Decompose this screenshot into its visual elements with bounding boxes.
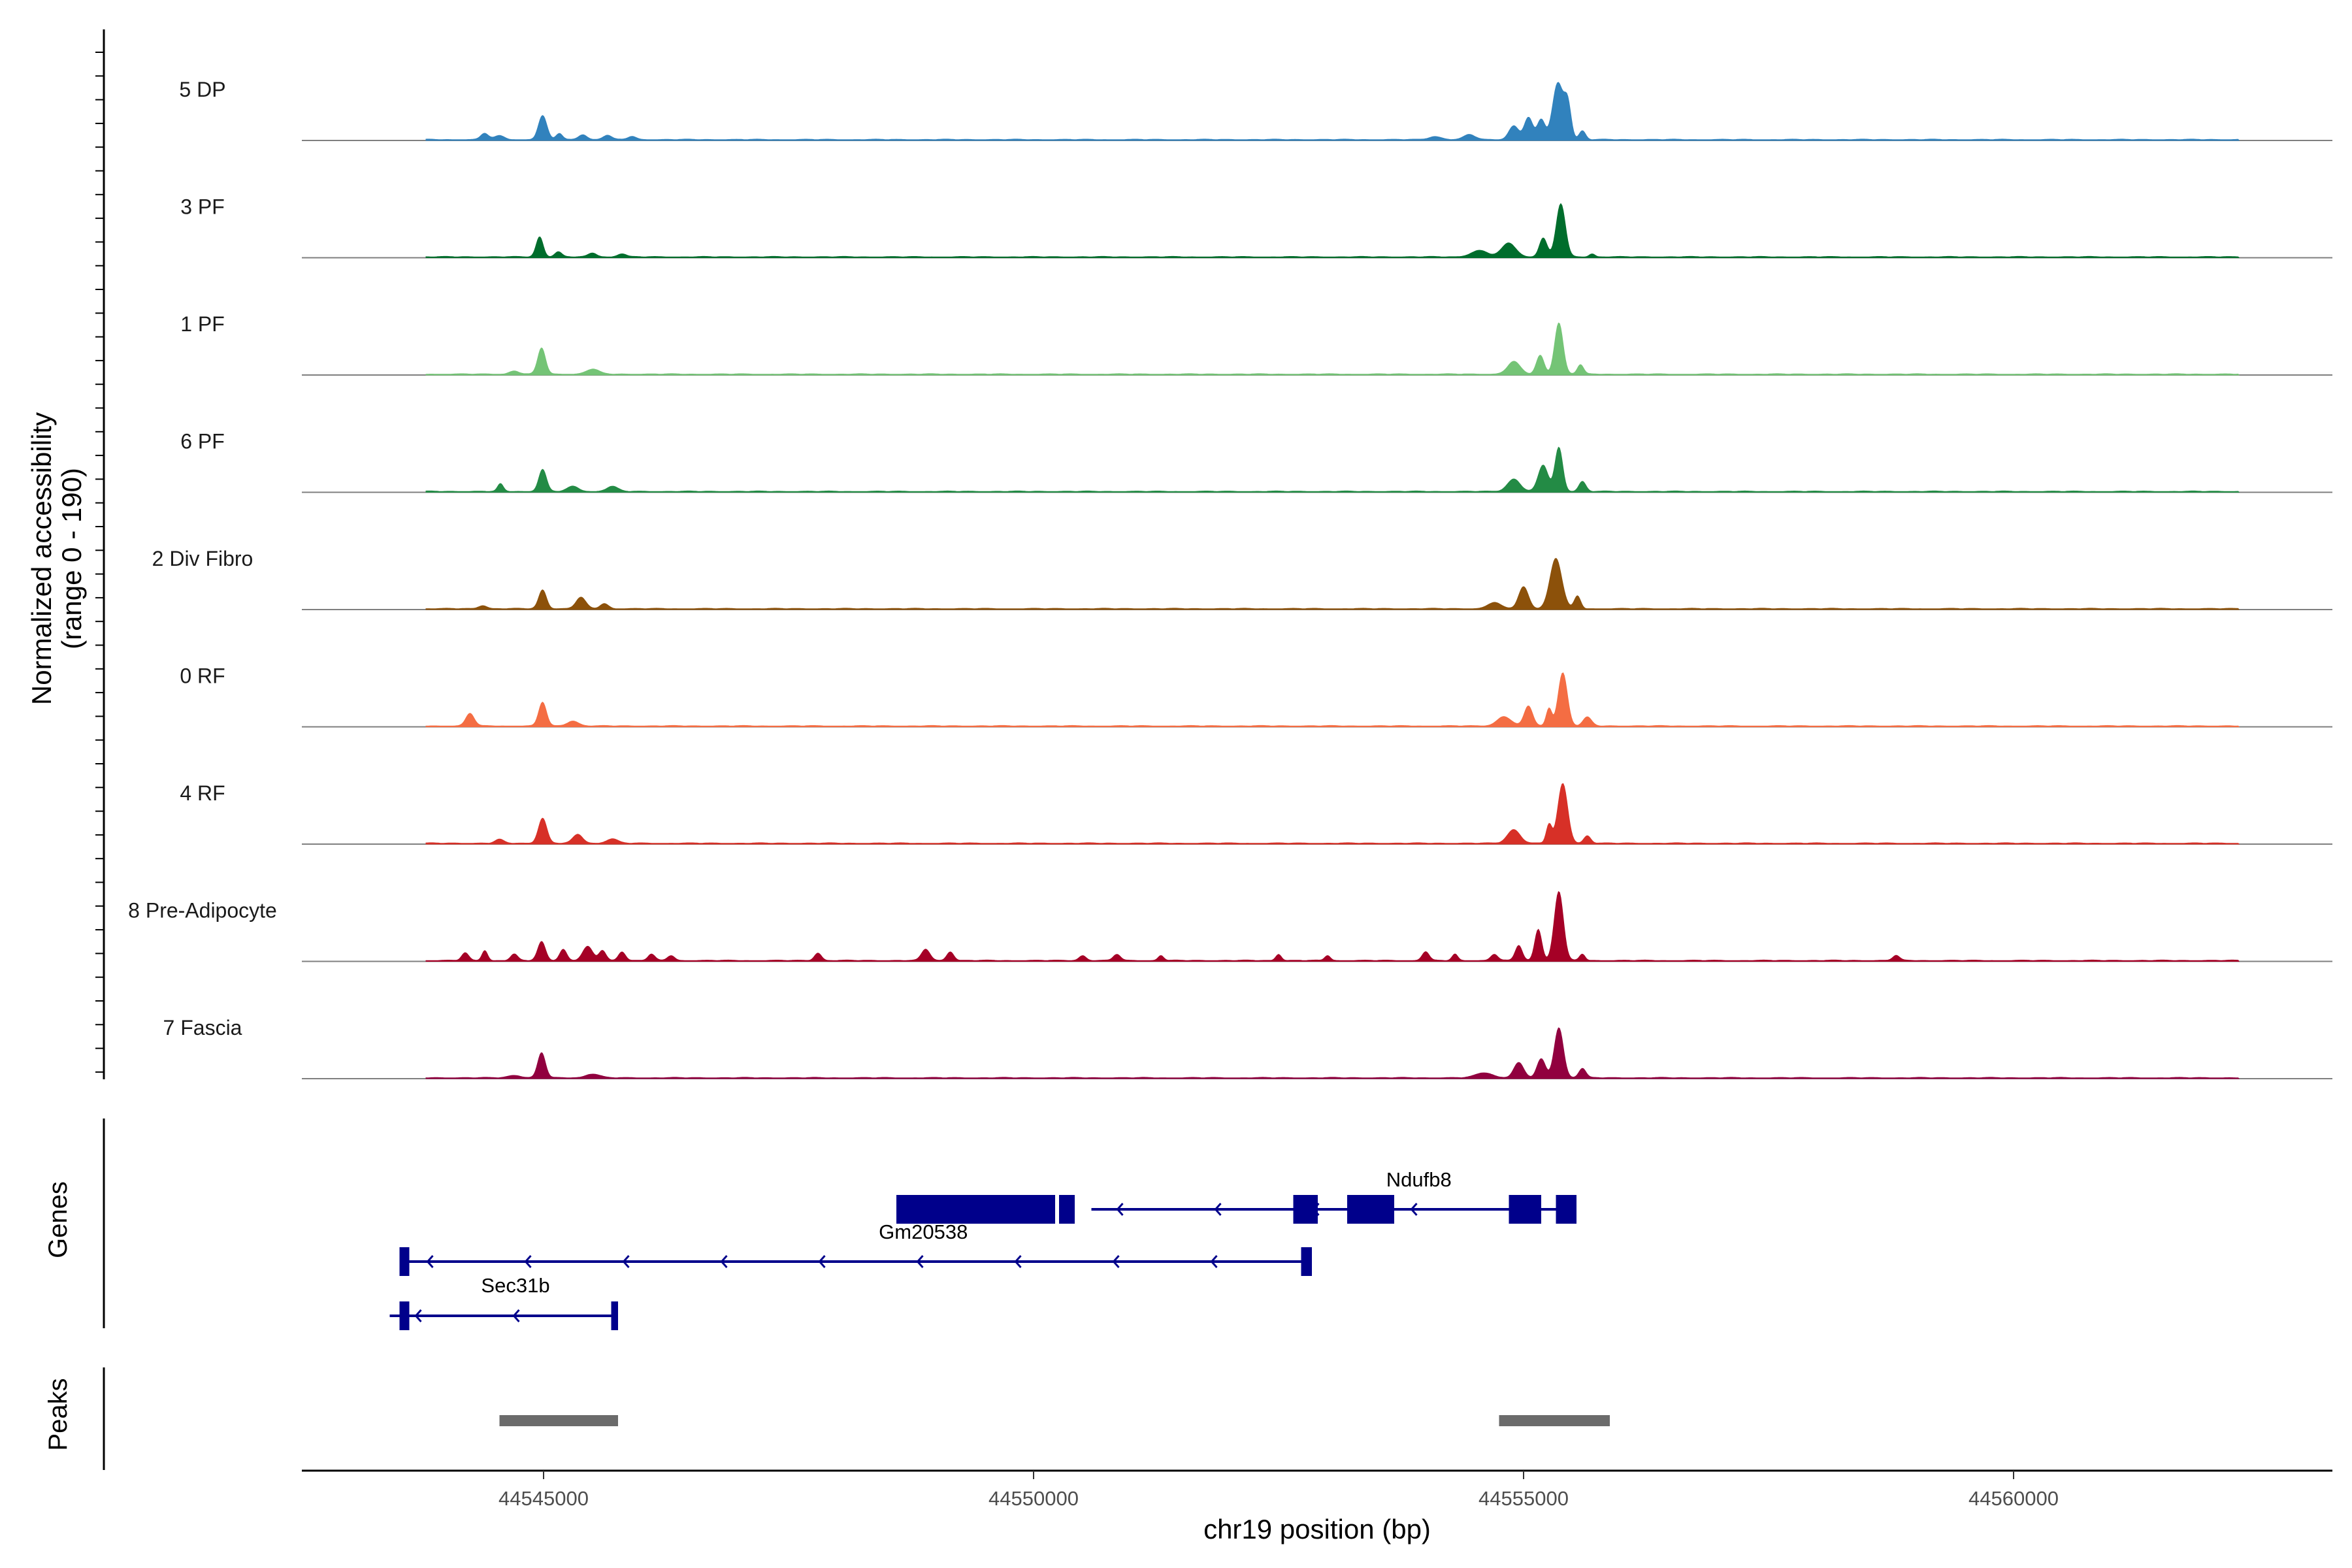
track-3-pf: 3 PF — [180, 195, 2332, 259]
strand-arrow — [1014, 1255, 1022, 1268]
strand-arrow — [1410, 1203, 1418, 1216]
track-label: 8 Pre-Adipocyte — [128, 899, 277, 923]
strand-arrow — [1112, 1255, 1120, 1268]
gene-exon — [399, 1301, 410, 1330]
coverage-tracks: 5 DP 3 PF 1 PF 6 PF 2 Div Fibro 0 RF 4 RF 8 Pre… — [128, 78, 2332, 1079]
genes-panel-title: Genes — [44, 1181, 73, 1258]
track-label: 4 RF — [180, 781, 225, 805]
strand-arrow — [414, 1309, 422, 1322]
x-tick-label: 44550000 — [988, 1487, 1079, 1510]
peak-region-bar — [1499, 1415, 1610, 1426]
gene-exon — [1293, 1195, 1318, 1224]
strand-arrow — [622, 1255, 630, 1268]
track-0-rf: 0 RF — [180, 664, 2332, 728]
strand-arrow — [1116, 1203, 1124, 1216]
gene-label: Sec31b — [481, 1274, 549, 1297]
gene-label: Ndufb8 — [1386, 1168, 1452, 1191]
strand-arrow — [720, 1255, 728, 1268]
strand-arrow — [524, 1255, 532, 1268]
gene-exon — [611, 1301, 618, 1330]
gene-label: Gm20538 — [879, 1220, 968, 1243]
gene-sec31b: Sec31b — [389, 1274, 618, 1330]
gene-exon — [1347, 1195, 1394, 1224]
strand-arrow — [1214, 1203, 1222, 1216]
coverage-area-1-pf — [425, 322, 2240, 376]
track-label: 0 RF — [180, 664, 225, 688]
coverage-area-8-pre-adipocyte — [425, 890, 2240, 962]
strand-arrow — [916, 1255, 924, 1268]
peaks-panel-title: Peaks — [44, 1378, 73, 1450]
track-5-dp: 5 DP — [179, 78, 2332, 141]
strand-arrow — [818, 1255, 826, 1268]
track-label: 7 Fascia — [163, 1016, 242, 1039]
coverage-area-7-fascia — [425, 1027, 2240, 1079]
coverage-area-6-pf — [425, 446, 2240, 493]
x-tick-label: 44545000 — [498, 1487, 589, 1510]
track-6-pf: 6 PF — [180, 430, 2332, 493]
gene-exon — [1059, 1195, 1075, 1224]
coverage-area-2-div-fibro — [425, 557, 2240, 610]
track-label: 6 PF — [180, 430, 225, 453]
gene-annotations: Ndufb8 Gm20538 Sec31b — [389, 1168, 1576, 1330]
peak-regions — [499, 1415, 1610, 1426]
coverage-y-ticks — [95, 52, 104, 1073]
gene-exon — [399, 1247, 410, 1276]
track-7-fascia: 7 Fascia — [163, 1016, 2332, 1079]
gene-exon — [1556, 1195, 1576, 1224]
coverage-area-4-rf — [425, 783, 2240, 845]
strand-arrow — [512, 1309, 520, 1322]
y-axis-subtitle: (range 0 - 190) — [56, 468, 87, 649]
coverage-area-0-rf — [425, 672, 2240, 727]
gene-ndufb8: Ndufb8 — [896, 1168, 1576, 1224]
track-label: 2 Div Fibro — [152, 547, 253, 570]
y-axis-title: Normalized accessibility — [26, 412, 57, 705]
x-tick-label: 44560000 — [1968, 1487, 2059, 1510]
track-8-pre-adipocyte: 8 Pre-Adipocyte — [128, 890, 2332, 962]
track-4-rf: 4 RF — [180, 781, 2332, 845]
gene-exon — [896, 1195, 1055, 1224]
track-label: 1 PF — [180, 312, 225, 336]
strand-arrow — [1210, 1255, 1218, 1268]
gene-exon — [1509, 1195, 1541, 1224]
track-2-div-fibro: 2 Div Fibro — [152, 547, 2332, 610]
peak-region-bar — [499, 1415, 618, 1426]
track-label: 5 DP — [179, 78, 225, 101]
track-1-pf: 1 PF — [180, 312, 2332, 376]
x-tick-label: 44555000 — [1478, 1487, 1569, 1510]
x-axis-ticks: 44545000 44550000 44555000 44560000 — [498, 1471, 2059, 1510]
coverage-area-3-pf — [425, 203, 2240, 258]
x-axis-title: chr19 position (bp) — [1203, 1514, 1431, 1544]
track-label: 3 PF — [180, 195, 225, 219]
gene-gm20538: Gm20538 — [399, 1220, 1312, 1276]
strand-arrow — [426, 1255, 434, 1268]
coverage-area-5-dp — [425, 82, 2240, 141]
gene-exon — [1301, 1247, 1312, 1276]
